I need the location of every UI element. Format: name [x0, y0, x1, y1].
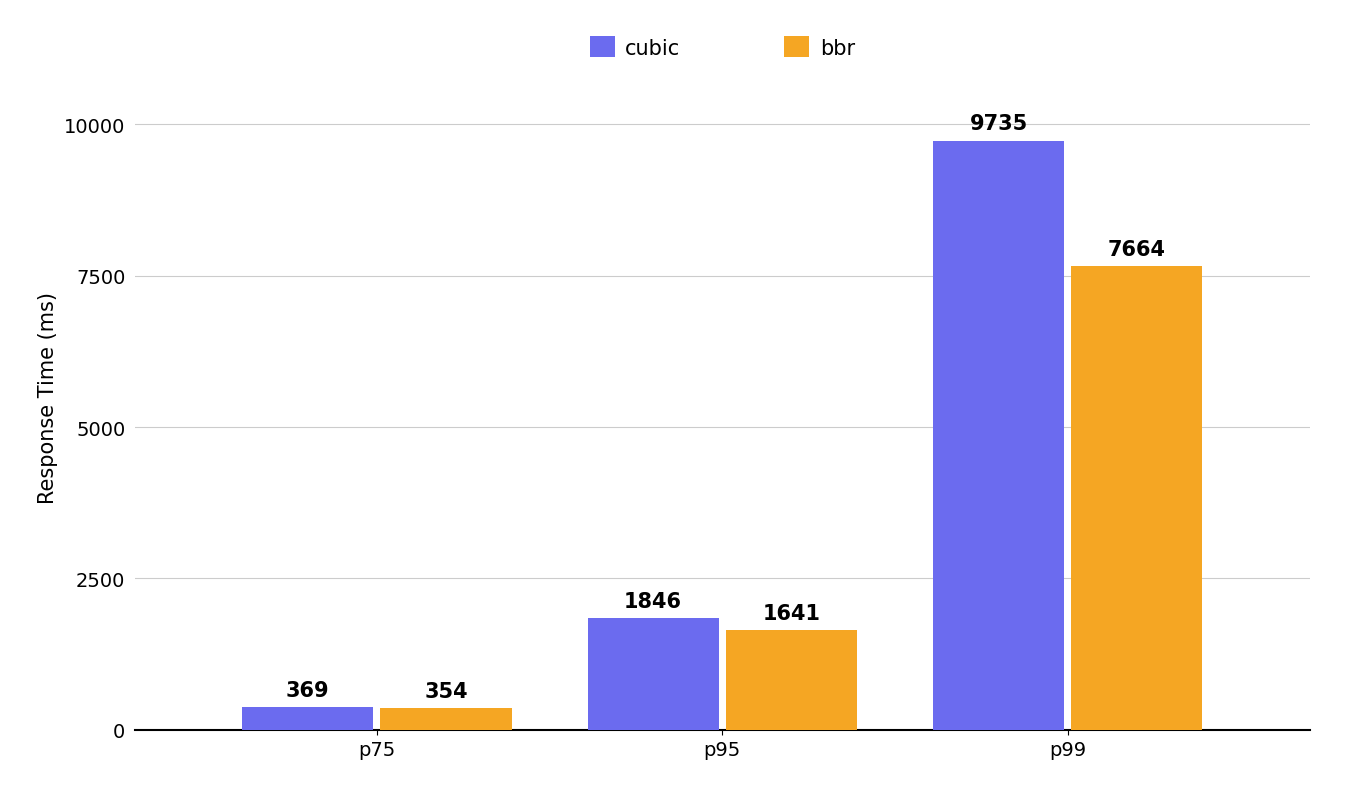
Y-axis label: Response Time (ms): Response Time (ms) — [38, 291, 58, 504]
Text: 9735: 9735 — [969, 114, 1027, 134]
Text: 7664: 7664 — [1108, 239, 1166, 260]
Bar — [242, 707, 374, 730]
Bar — [933, 141, 1064, 730]
Bar — [587, 618, 718, 730]
Bar — [726, 631, 857, 730]
Text: 1641: 1641 — [763, 603, 821, 624]
Legend: cubic, bbr: cubic, bbr — [582, 28, 863, 67]
Bar — [1071, 267, 1203, 730]
Text: 354: 354 — [424, 681, 467, 702]
Bar — [381, 709, 512, 730]
Text: 1846: 1846 — [624, 591, 682, 611]
Text: 369: 369 — [286, 680, 329, 701]
